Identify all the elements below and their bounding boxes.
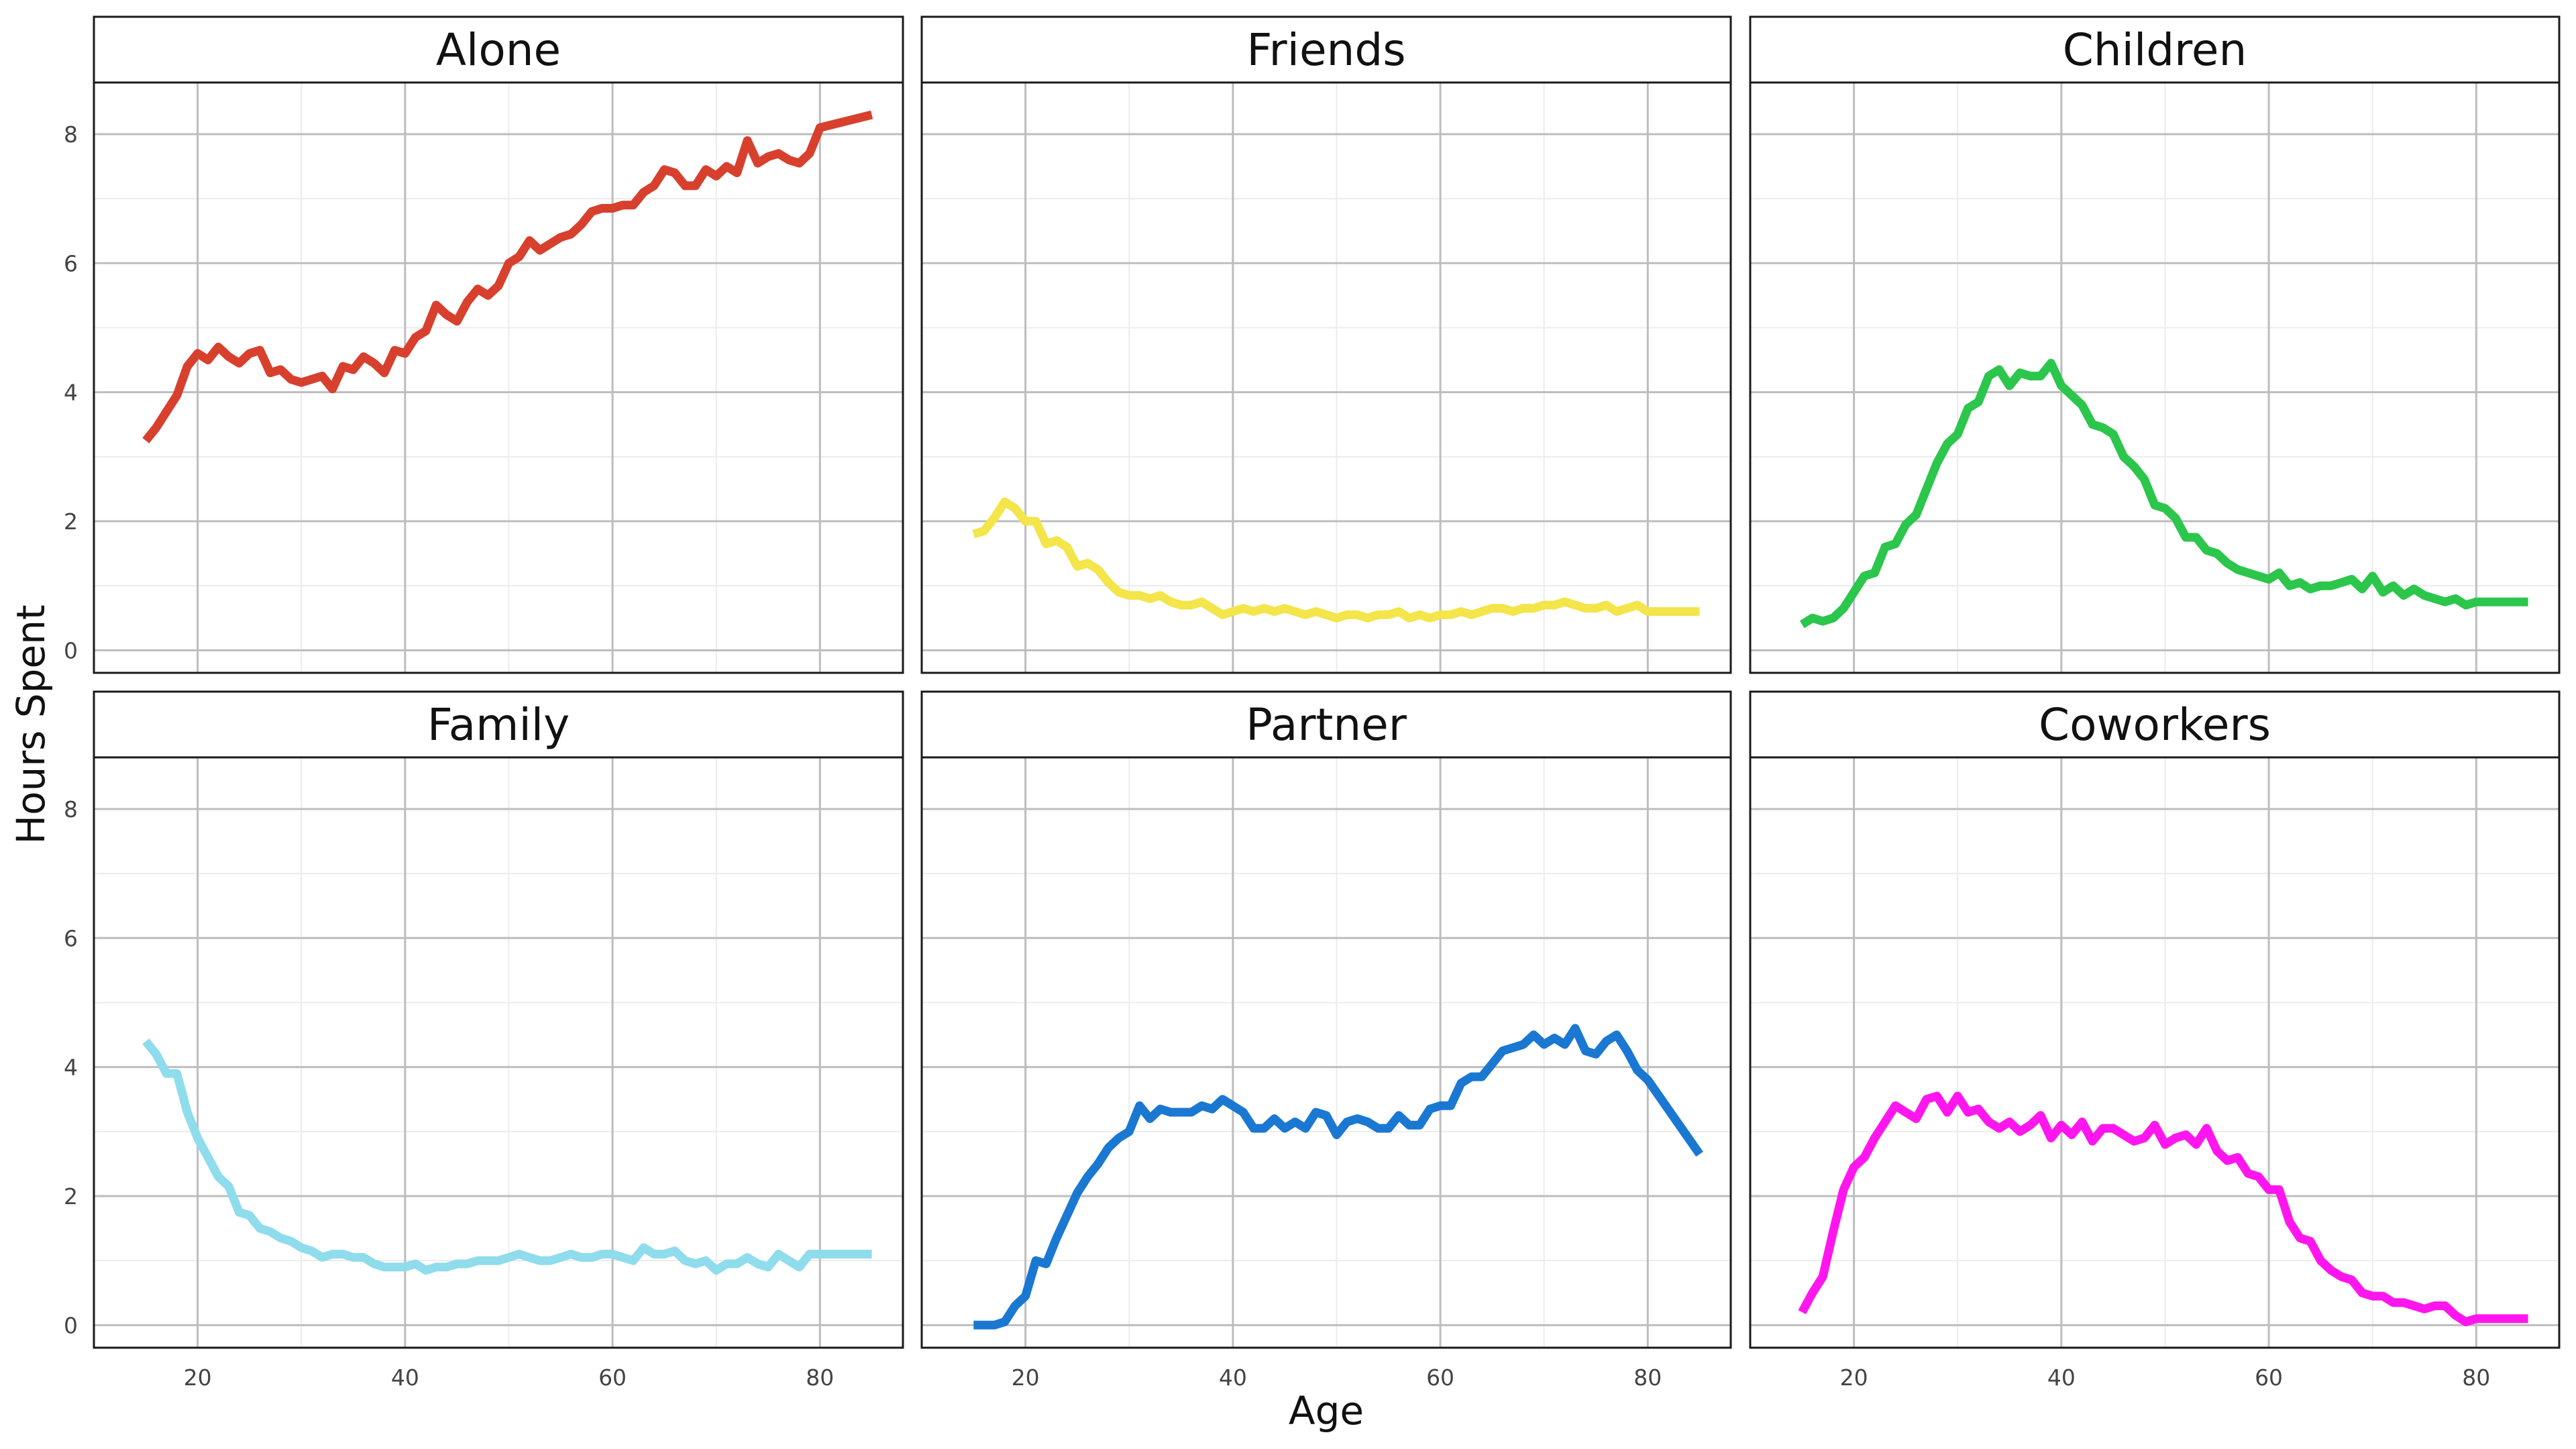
panel-strip <box>1749 690 2561 759</box>
panel-border <box>920 756 1732 1349</box>
x-tick-label: 80 <box>1633 1364 1662 1391</box>
x-axis-title: Age <box>1289 1388 1364 1434</box>
series-line-children <box>1799 358 2528 629</box>
y-tick-label: 0 <box>64 1312 78 1338</box>
y-tick-label: 2 <box>64 1183 78 1210</box>
panel-strip <box>93 15 904 84</box>
panel-border <box>93 756 904 1349</box>
panel-title: Partner <box>1246 699 1407 751</box>
y-tick-label: 4 <box>64 1055 78 1081</box>
panel-strip <box>93 690 904 759</box>
series-line-family <box>142 1038 872 1275</box>
panel-border <box>1749 756 2561 1349</box>
panel-border <box>93 81 904 674</box>
y-tick-label: 2 <box>64 508 78 535</box>
x-tick-label: 60 <box>1426 1364 1454 1391</box>
panel-strip <box>920 15 1732 84</box>
y-tick-label: 6 <box>64 250 78 276</box>
panel-friends: Friends <box>920 15 1732 674</box>
panel-title: Children <box>2063 24 2247 76</box>
x-tick-label: 60 <box>2255 1364 2283 1391</box>
x-tick-label: 20 <box>184 1364 212 1391</box>
y-tick-label: 8 <box>64 121 78 148</box>
panel-strip <box>920 690 1732 759</box>
series-line-alone <box>142 110 873 443</box>
facet-panels: Alone 0 2 4 6 8 Friends Children Family 0 2 4 6 8 20 40… <box>64 15 2561 1391</box>
panel-border <box>920 81 1732 674</box>
y-tick-label: 6 <box>64 925 78 951</box>
panel-title: Alone <box>436 24 561 76</box>
x-tick-label: 80 <box>2462 1364 2490 1391</box>
panel-title: Family <box>427 699 570 751</box>
x-tick-label: 80 <box>806 1364 834 1391</box>
panel-title: Coworkers <box>2039 699 2271 751</box>
x-tick-label: 40 <box>391 1364 419 1391</box>
x-tick-label: 20 <box>1012 1364 1040 1391</box>
series-line-coworkers <box>1798 1091 2528 1326</box>
panel-border <box>1749 81 2561 674</box>
series-line-partner <box>973 1024 1703 1330</box>
y-tick-label: 4 <box>64 380 78 406</box>
y-tick-label: 8 <box>64 796 78 822</box>
y-axis-title: Hours Spent <box>8 604 54 844</box>
x-tick-label: 20 <box>1840 1364 1868 1391</box>
panel-title: Friends <box>1246 24 1405 76</box>
panel-family: Family 0 2 4 6 8 20 40 60 80 <box>64 690 904 1391</box>
series-line-friends <box>972 497 1700 623</box>
x-tick-label: 60 <box>598 1364 627 1391</box>
panel-coworkers: Coworkers 20 40 60 80 <box>1749 690 2561 1391</box>
y-tick-label: 0 <box>64 637 78 663</box>
panel-alone: Alone 0 2 4 6 8 <box>64 15 904 674</box>
x-tick-label: 40 <box>2047 1364 2076 1391</box>
panel-partner: Partner 20 40 60 80 <box>920 690 1732 1391</box>
x-tick-label: 40 <box>1219 1364 1247 1391</box>
panel-strip <box>1749 15 2561 84</box>
panel-children: Children <box>1749 15 2561 674</box>
